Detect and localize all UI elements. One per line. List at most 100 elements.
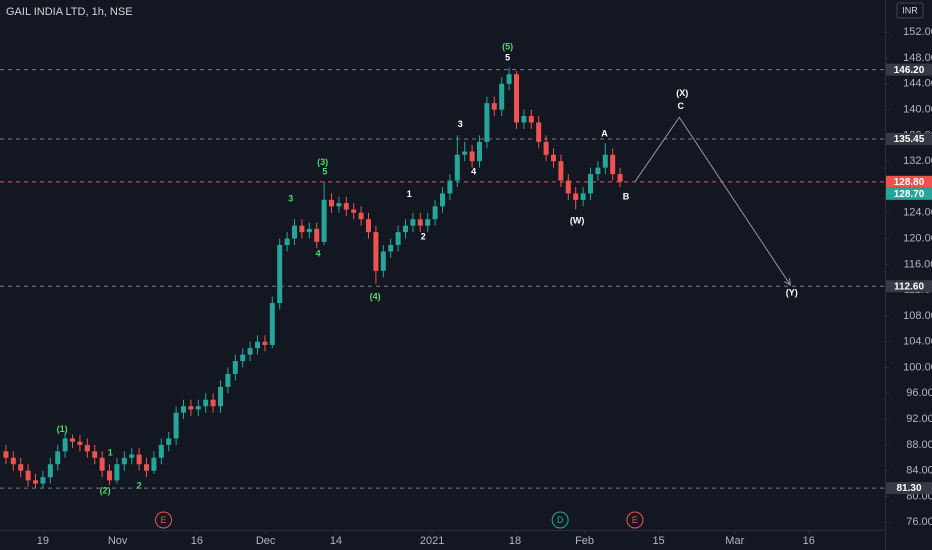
wave-label: (Y): [786, 288, 798, 298]
y-tick-label: 144.00: [903, 78, 932, 90]
candle-body: [469, 151, 475, 162]
wave-label: (2): [100, 486, 111, 496]
x-tick-label: 14: [330, 535, 342, 547]
y-tick-label: 96.00: [906, 387, 932, 399]
candle-body: [521, 116, 527, 123]
x-tick-label: Dec: [256, 535, 276, 547]
candle-body: [114, 464, 120, 481]
wave-label: (W): [570, 216, 585, 226]
event-label: E: [632, 515, 638, 525]
projection-arrowhead: [783, 277, 791, 286]
candle-body: [565, 180, 571, 194]
wave-label: A: [601, 128, 608, 138]
price-label-box: [886, 482, 932, 495]
candle-body: [70, 438, 76, 442]
candle-body: [314, 228, 320, 242]
x-tick-label: 16: [191, 535, 203, 547]
candle-body: [395, 232, 401, 246]
candle-body: [277, 245, 283, 304]
price-label-box: [886, 132, 932, 145]
price-label: 128.70: [894, 189, 925, 200]
candle-body: [151, 457, 157, 471]
candle-body: [321, 199, 327, 242]
wave-label: 2: [421, 232, 426, 242]
candle-body: [188, 406, 194, 410]
y-tick-label: 120.00: [903, 232, 932, 244]
x-tick-label: 19: [37, 535, 49, 547]
event-marker[interactable]: [155, 511, 173, 529]
price-label-box: [886, 187, 932, 200]
candle-body: [195, 406, 201, 410]
wave-label: 1: [108, 448, 113, 458]
candle-body: [55, 451, 61, 465]
candle-body: [580, 193, 586, 200]
wave-label: 3: [288, 194, 293, 204]
wave-label: 1: [407, 189, 412, 199]
candle-body: [617, 174, 623, 182]
wave-label: 2: [137, 481, 142, 491]
y-tick-label: 148.00: [903, 52, 932, 64]
candle-body: [558, 161, 564, 181]
candle-body: [447, 180, 453, 194]
candle-body: [550, 154, 556, 162]
candle-body: [610, 154, 616, 175]
candle-body: [25, 470, 31, 481]
wave-label: (X): [676, 88, 688, 98]
price-label: 135.45: [894, 134, 925, 145]
candle-body: [513, 74, 519, 123]
candle-body: [343, 203, 349, 210]
candle-body: [602, 154, 608, 168]
candle-body: [306, 228, 312, 233]
candle-body: [388, 245, 394, 252]
x-tick-label: 2021: [420, 535, 444, 547]
wave-label: C: [678, 101, 685, 111]
candle-body: [77, 441, 83, 445]
y-tick-label: 152.00: [903, 26, 932, 38]
wave-label: 3: [458, 119, 463, 129]
candle-body: [536, 122, 542, 142]
candle-body: [587, 174, 593, 194]
candle-body: [47, 464, 53, 478]
candle-body: [18, 464, 24, 471]
candle-body: [462, 151, 468, 155]
candle-body: [269, 303, 275, 345]
currency[interactable]: INR: [902, 5, 918, 15]
y-tick-label: 116.00: [904, 258, 932, 270]
y-tick-label: 104.00: [903, 336, 932, 348]
price-label-box: [886, 280, 932, 293]
candle-body: [181, 406, 187, 413]
price-label-box: [886, 63, 932, 76]
candle-body: [166, 438, 172, 445]
y-tick-label: 108.00: [903, 310, 932, 322]
candle-body: [336, 203, 342, 207]
candle-body: [107, 470, 113, 481]
candle-body: [432, 206, 438, 220]
event-marker[interactable]: [626, 511, 644, 529]
candle-body: [292, 225, 298, 239]
currency-box[interactable]: [896, 2, 924, 19]
candle-body: [403, 225, 409, 233]
candle-body: [417, 219, 423, 226]
wave-label: 5: [505, 52, 510, 62]
candle-body: [225, 373, 231, 387]
event-marker[interactable]: [551, 511, 569, 529]
candle-body: [240, 354, 246, 362]
x-tick-label: Feb: [575, 535, 594, 547]
y-tick-label: 76.00: [906, 516, 932, 528]
candle-body: [476, 141, 482, 162]
candle-body: [506, 74, 512, 84]
y-tick-label: 92.00: [906, 413, 932, 425]
x-tick-label: 18: [509, 535, 521, 547]
candle-body: [454, 154, 460, 181]
x-tick-label: 16: [803, 535, 815, 547]
price-label: 112.60: [894, 281, 924, 292]
candle-body: [129, 454, 135, 458]
wave-label: 4: [316, 248, 321, 258]
wave-label: (4): [370, 292, 381, 302]
price-label: 81.30: [896, 483, 921, 494]
candle-body: [218, 386, 224, 407]
candle-body: [92, 451, 98, 458]
candle-body: [255, 341, 261, 349]
